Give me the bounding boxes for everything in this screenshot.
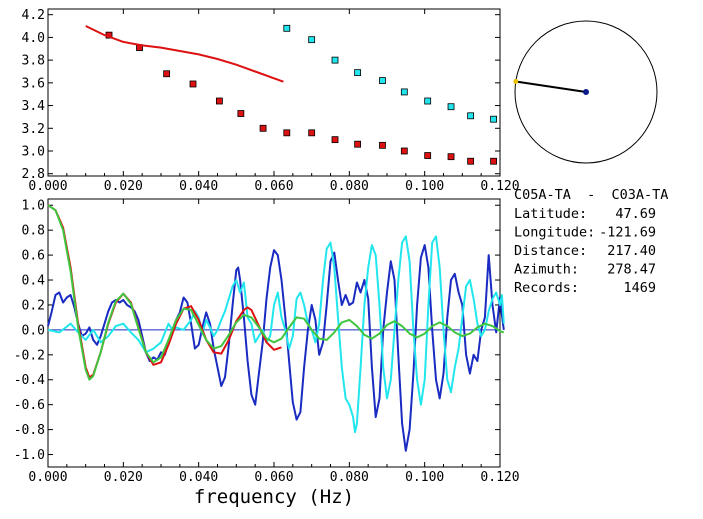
correlation-panel: 0.000 0.020 0.040 0.060 0.080 0.100 0.120 1.0 0… [14,198,520,508]
info-value: -121.69 [599,225,656,241]
info-label: Distance: [514,243,587,259]
top-x-tick-label: 0.120 [480,179,519,194]
top-y-tick-label: 3.0 [22,145,45,160]
red-measurement-marker [447,153,455,161]
info-label: Longitude: [514,225,595,241]
top-y-tick-label: 3.4 [22,99,46,114]
top-x-tick-label: 0.060 [254,179,293,194]
bottom-y-tick-label: -0.8 [14,423,45,438]
cyan-measurement-marker [467,112,475,120]
red-measurement-marker [379,141,386,149]
red-measurement-marker [424,152,432,159]
bottom-y-tick-label: -0.4 [14,373,45,388]
bottom-x-tick-label: 0.060 [254,470,293,485]
top-plot-frame [47,8,501,177]
cyan-measurement-marker [400,88,408,96]
bottom-y-tick-label: 0.2 [22,298,45,313]
top-y-tick-label: 3.6 [22,76,45,91]
bottom-y-tick-label: -0.6 [14,398,45,413]
bottom-y-tick-label: 0.8 [22,224,45,239]
bottom-x-tick-label: 0.080 [330,470,369,485]
info-label: Azimuth: [514,262,579,278]
cyan-measurement-marker [354,69,362,77]
top-y-tick-label: 3.8 [22,54,45,69]
red-measurement-marker [163,70,171,78]
red-measurement-marker [490,157,497,165]
cyan-measurement-marker [308,36,316,44]
bottom-y-tick-label: 0.6 [22,249,45,264]
top-x-tick-label: 0.020 [104,179,143,194]
red-measurement-marker [215,97,223,105]
info-value: 47.69 [615,206,656,222]
info-value: 278.47 [607,262,656,278]
azimuth-dial [513,20,658,164]
top-x-tick-label: 0.100 [405,179,444,194]
dial-circle [514,20,658,164]
top-y-tick-label: 4.0 [22,31,45,46]
cyan-measurement-marker [447,103,455,111]
red-measurement-marker [354,140,362,148]
red-measurement-marker [331,136,339,144]
phase-velocity-panel: 0.000 0.020 0.040 0.060 0.080 0.100 0.120 2.8 3… [22,8,520,194]
top-x-tick-label: 0.080 [330,179,369,194]
dial-tip-dot [513,79,519,85]
x-axis-title: frequency (Hz) [194,486,354,508]
cyan-measurement-marker [379,77,386,84]
top-y-tick-label: 2.8 [22,167,45,182]
bottom-y-tick-label: 0.0 [22,323,45,338]
bottom-y-tick-label: 0.4 [22,274,46,289]
station-pair: C05A-TA - C03A-TA [514,187,668,203]
bottom-x-tick-label: 0.120 [480,470,519,485]
red-measurement-marker [237,110,245,117]
cyan-measurement-marker [424,97,432,105]
info-value: 217.40 [607,243,656,259]
bottom-y-tick-label: -0.2 [14,348,45,363]
bottom-y-tick-label: -1.0 [14,448,45,463]
bottom-y-tick-label: 1.0 [22,199,45,214]
top-y-tick-label: 4.2 [22,8,45,23]
dispersion-curve-line [85,25,284,83]
bottom-x-tick-label: 0.040 [179,470,218,485]
red-measurement-marker [400,147,408,155]
dial-center-dot [583,89,589,95]
top-y-tick-label: 3.2 [22,122,45,137]
top-x-tick-label: 0.040 [179,179,218,194]
red-measurement-marker [308,129,316,137]
info-label: Latitude: [514,206,587,222]
info-label: Records: [514,280,579,296]
top-x-tick-label: 0.000 [28,179,67,194]
cyan-correlation-line [47,235,505,434]
info-value: 1469 [623,280,656,296]
bottom-x-tick-label: 0.000 [28,470,67,485]
cyan-measurement-marker [331,56,339,64]
blue-correlation-line [47,244,505,452]
bottom-x-tick-label: 0.020 [104,470,143,485]
cyan-measurement-marker [490,115,497,123]
red-measurement-marker [283,129,291,137]
bottom-x-tick-label: 0.100 [405,470,444,485]
cyan-measurement-marker [283,24,291,32]
red-measurement-marker [189,80,197,88]
green-correlation-line [47,204,505,381]
azimuth-needle [515,80,587,93]
station-info: C05A-TA - C03A-TA Latitude: 47.69 Longitud… [514,187,668,296]
red-measurement-marker [467,157,475,165]
red-measurement-marker [259,124,267,132]
